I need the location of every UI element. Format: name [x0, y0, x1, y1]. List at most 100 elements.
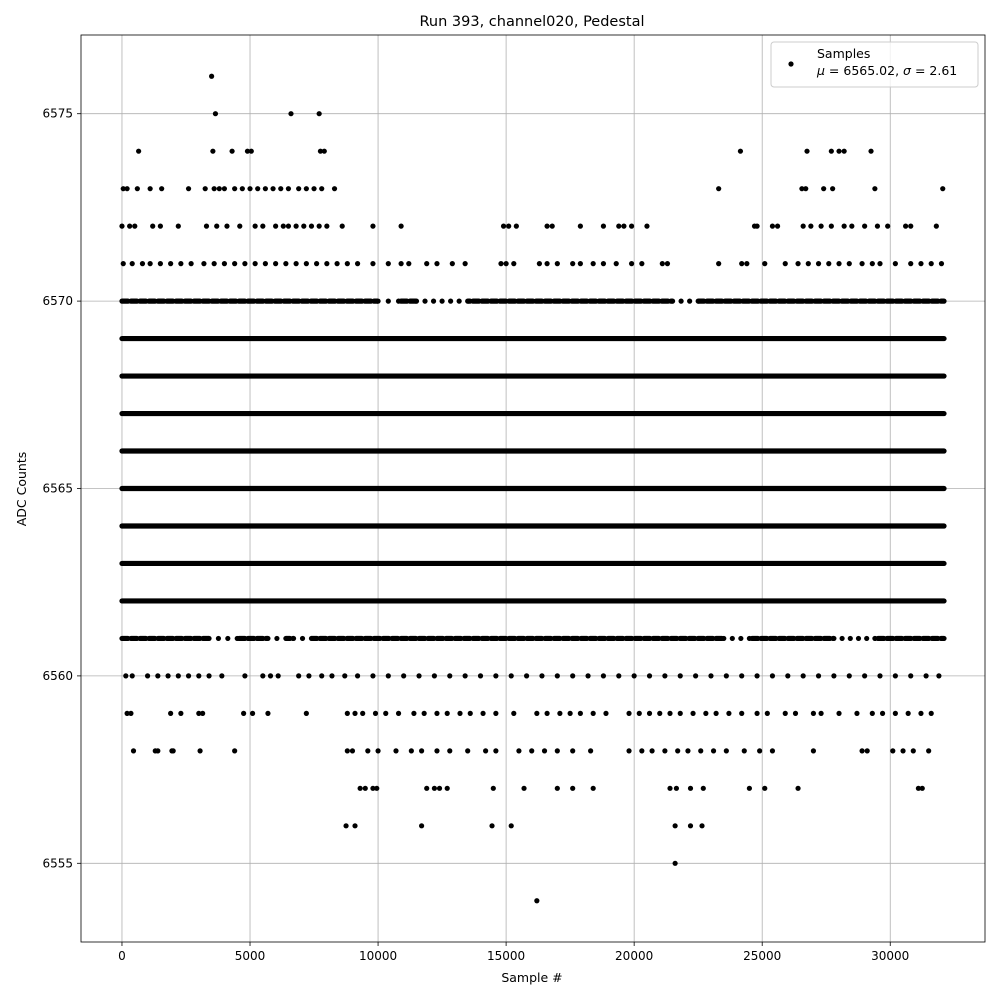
data-point — [212, 111, 219, 117]
data-point — [234, 635, 240, 642]
data-point — [344, 710, 350, 716]
data-point — [221, 261, 228, 267]
data-point — [554, 785, 560, 791]
data-point — [828, 148, 834, 154]
data-point — [600, 261, 607, 267]
data-point — [830, 186, 836, 192]
data-point — [800, 223, 806, 229]
data-point — [511, 710, 517, 716]
data-point — [144, 673, 151, 679]
data-point — [544, 710, 550, 716]
data-point — [188, 261, 194, 267]
data-point — [211, 261, 217, 267]
data-point — [646, 673, 653, 679]
data-point — [687, 823, 694, 829]
data-point — [549, 223, 555, 229]
data-point — [293, 223, 299, 229]
data-point — [219, 673, 225, 679]
legend-mu-value: 6565.02 — [843, 63, 895, 78]
x-tick-label: 30000 — [871, 949, 909, 963]
data-point — [237, 223, 243, 229]
data-point — [370, 261, 376, 267]
data-point — [868, 148, 874, 154]
data-point — [401, 673, 407, 679]
data-point — [570, 261, 576, 267]
legend-marker — [788, 61, 794, 67]
data-point — [500, 223, 507, 229]
y-tick-label: 6555 — [42, 856, 73, 870]
data-point — [577, 261, 583, 267]
data-point — [678, 298, 684, 304]
x-tick-label: 5000 — [235, 949, 266, 963]
data-point — [554, 673, 560, 679]
data-point — [529, 748, 535, 754]
data-point — [738, 635, 744, 642]
data-point — [436, 785, 443, 791]
data-point — [395, 710, 402, 716]
data-point — [803, 186, 809, 192]
data-point — [554, 748, 560, 754]
data-point — [385, 261, 391, 267]
data-point — [197, 748, 203, 754]
data-point — [805, 261, 811, 267]
data-point — [710, 748, 717, 754]
data-point — [628, 223, 635, 229]
data-point — [928, 261, 934, 267]
data-point — [265, 710, 271, 716]
data-point — [354, 673, 361, 679]
data-point — [270, 186, 276, 192]
data-point — [360, 710, 366, 716]
data-point — [200, 710, 206, 716]
data-point — [854, 710, 860, 716]
data-point — [224, 223, 230, 229]
data-point — [662, 673, 668, 679]
data-point — [139, 261, 146, 267]
data-point — [319, 673, 325, 679]
data-point — [221, 186, 228, 192]
data-point — [657, 710, 663, 716]
data-point — [465, 748, 471, 754]
chart-title: Run 393, channel020, Pedestal — [419, 14, 644, 30]
data-point — [370, 785, 376, 791]
data-point — [178, 710, 184, 716]
data-point — [303, 261, 309, 267]
data-point — [677, 673, 683, 679]
data-point — [406, 261, 412, 267]
data-point — [690, 710, 696, 716]
data-point — [398, 261, 404, 267]
data-point — [252, 223, 258, 229]
data-point — [242, 261, 248, 267]
data-point — [155, 673, 161, 679]
legend-sigma-eq: = — [911, 63, 929, 78]
data-point — [662, 748, 668, 754]
data-point — [301, 223, 307, 229]
data-point — [841, 223, 847, 229]
data-point — [890, 748, 896, 754]
data-point — [713, 710, 719, 716]
data-point — [900, 748, 906, 754]
data-point — [411, 710, 417, 716]
data-points — [119, 73, 947, 904]
data-point — [293, 261, 299, 267]
x-tick-label: 20000 — [615, 949, 653, 963]
data-point — [703, 710, 709, 716]
data-point — [846, 673, 852, 679]
data-point — [577, 710, 583, 716]
data-point — [185, 673, 192, 679]
data-point — [314, 261, 320, 267]
data-point — [508, 823, 514, 829]
data-point — [290, 635, 297, 642]
data-point — [503, 261, 509, 267]
data-point — [872, 635, 878, 642]
data-point — [477, 673, 484, 679]
data-point — [903, 223, 909, 229]
data-point — [600, 223, 607, 229]
data-point — [795, 785, 801, 791]
data-point — [792, 710, 799, 716]
data-point — [639, 748, 645, 754]
data-point — [249, 710, 256, 716]
data-point — [590, 710, 596, 716]
data-point — [769, 748, 776, 754]
data-point — [165, 673, 171, 679]
data-point — [557, 710, 563, 716]
